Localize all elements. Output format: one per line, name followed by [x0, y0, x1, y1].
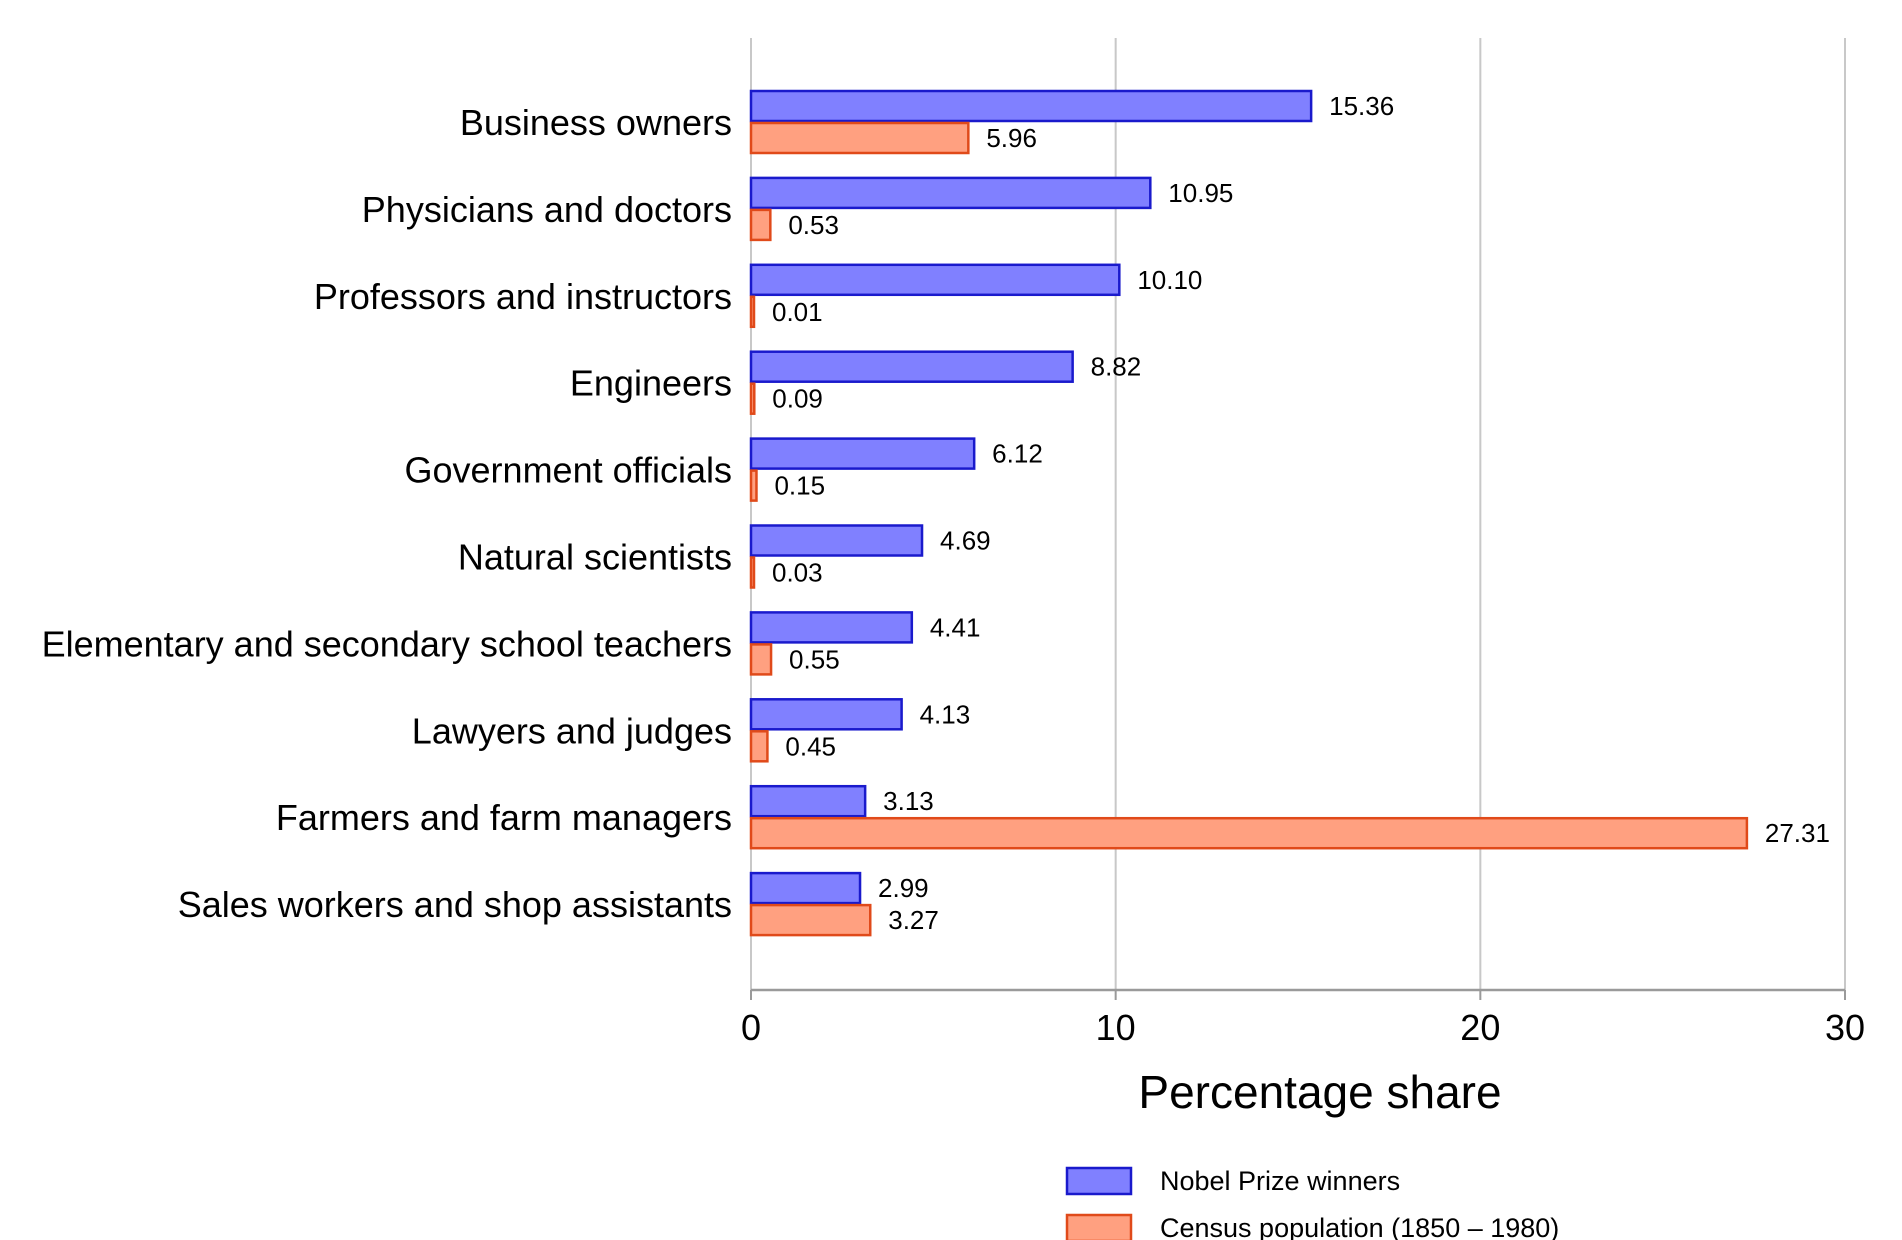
bar-nobel	[749, 263, 1121, 297]
data-label-nobel: 8.82	[1091, 352, 1142, 382]
bar-census	[749, 816, 1749, 850]
data-label-nobel: 10.95	[1168, 178, 1233, 208]
category-labels: Business owners Physicians and doctors Pro…	[42, 102, 732, 925]
bar-census	[749, 382, 756, 415]
category-label: Sales workers and shop assistants	[178, 884, 732, 925]
bar-nobel	[749, 698, 903, 731]
data-label-nobel: 4.41	[930, 612, 981, 642]
data-label-census: 0.15	[774, 471, 825, 501]
data-label-nobel: 3.13	[883, 786, 934, 816]
category-label: Farmers and farm managers	[276, 797, 732, 838]
bar-census	[749, 295, 756, 329]
data-label-census: 27.31	[1765, 818, 1830, 848]
data-label-census: 0.55	[789, 644, 840, 674]
category-label: Business owners	[460, 102, 732, 143]
data-label-nobel: 6.12	[992, 439, 1043, 469]
bar-census	[749, 643, 773, 676]
bar-nobel	[749, 784, 867, 818]
legend-label-census: Census population (1850 – 1980)	[1160, 1213, 1559, 1240]
bar-census	[749, 556, 756, 589]
category-label: Elementary and secondary school teachers	[42, 623, 732, 664]
bar-nobel	[749, 524, 924, 557]
data-label-nobel: 10.10	[1137, 265, 1202, 295]
legend[interactable]: Nobel Prize winners Census population (18…	[1065, 1166, 1559, 1240]
bar-nobel	[749, 871, 862, 905]
bar-nobel	[749, 176, 1152, 210]
bar-census	[749, 208, 772, 242]
bars	[749, 89, 1749, 937]
category-label: Lawyers and judges	[412, 710, 732, 751]
data-label-census: 0.01	[772, 297, 823, 327]
bar-nobel	[749, 611, 914, 644]
legend-swatch-census	[1065, 1213, 1133, 1240]
data-label-census: 0.09	[772, 384, 823, 414]
x-tick-label: 0	[741, 1007, 761, 1048]
category-label: Natural scientists	[458, 537, 732, 578]
bar-nobel	[749, 437, 976, 470]
data-label-census: 5.96	[986, 123, 1037, 153]
category-label: Government officials	[405, 450, 732, 491]
bar-census	[749, 469, 758, 502]
x-tick-label: 20	[1460, 1007, 1500, 1048]
data-label-census: 0.53	[788, 210, 839, 240]
category-label: Physicians and doctors	[362, 189, 732, 230]
data-labels: 15.36 5.96 10.95 0.53 10.10 0.01 8.82 0.09 6.12 0…	[772, 91, 1830, 935]
x-axis: 0 10 20 30	[741, 988, 1865, 1048]
bar-nobel	[749, 89, 1313, 123]
bar-census	[749, 730, 769, 763]
x-axis-title: Percentage share	[1138, 1066, 1501, 1118]
bar-census	[749, 121, 970, 155]
data-label-census: 0.03	[772, 558, 823, 588]
bar-nobel	[749, 350, 1074, 383]
bar-census	[749, 903, 872, 937]
category-label: Engineers	[570, 363, 732, 404]
category-label: Professors and instructors	[314, 276, 732, 317]
data-label-nobel: 15.36	[1329, 91, 1394, 121]
data-label-nobel: 2.99	[878, 873, 929, 903]
data-label-nobel: 4.69	[940, 526, 991, 556]
legend-label-nobel: Nobel Prize winners	[1160, 1166, 1400, 1196]
legend-swatch-nobel	[1065, 1166, 1133, 1196]
x-tick-label: 30	[1825, 1007, 1865, 1048]
data-label-census: 3.27	[888, 905, 939, 935]
data-label-nobel: 4.13	[920, 699, 971, 729]
data-label-census: 0.45	[785, 731, 836, 761]
x-tick-label: 10	[1096, 1007, 1136, 1048]
